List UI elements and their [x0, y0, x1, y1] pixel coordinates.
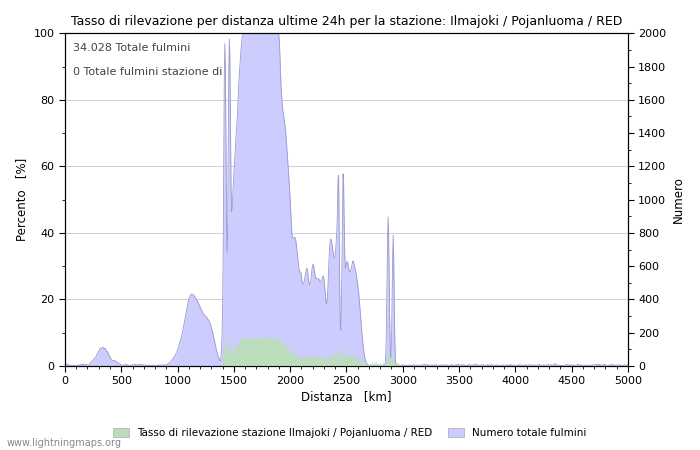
- Text: www.lightningmaps.org: www.lightningmaps.org: [7, 438, 122, 448]
- Legend: Tasso di rilevazione stazione Ilmajoki / Pojanluoma / RED, Numero totale fulmini: Tasso di rilevazione stazione Ilmajoki /…: [109, 424, 591, 442]
- Title: Tasso di rilevazione per distanza ultime 24h per la stazione: Ilmajoki / Pojanlu: Tasso di rilevazione per distanza ultime…: [71, 15, 622, 28]
- Text: 34.028 Totale fulmini: 34.028 Totale fulmini: [74, 43, 191, 53]
- X-axis label: Distanza   [km]: Distanza [km]: [301, 391, 392, 404]
- Y-axis label: Percento   [%]: Percento [%]: [15, 158, 28, 241]
- Y-axis label: Numero: Numero: [672, 176, 685, 223]
- Text: 0 Totale fulmini stazione di: 0 Totale fulmini stazione di: [74, 67, 223, 76]
